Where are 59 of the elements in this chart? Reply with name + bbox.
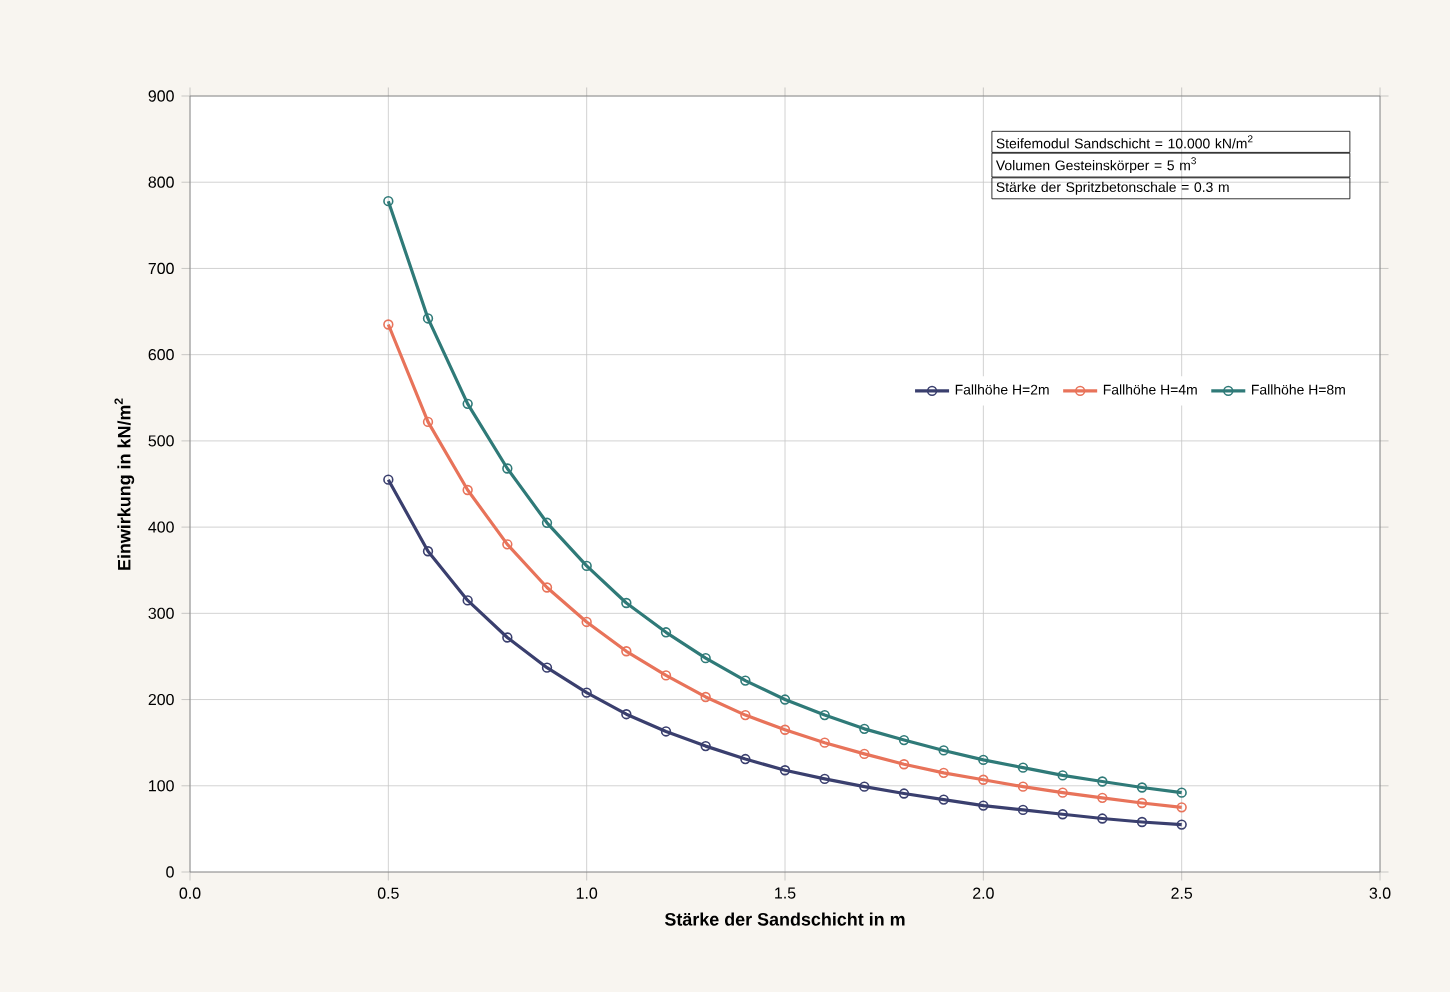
point — [1017, 762, 1029, 773]
point — [1136, 797, 1148, 809]
point — [581, 687, 592, 698]
point — [1017, 781, 1029, 792]
point — [660, 726, 672, 737]
point — [938, 767, 949, 779]
point — [462, 398, 473, 409]
point — [422, 546, 434, 557]
point — [502, 463, 513, 474]
point — [1136, 816, 1148, 828]
point — [1017, 804, 1029, 816]
point — [581, 560, 592, 572]
point — [621, 646, 632, 657]
point — [1057, 770, 1068, 781]
point — [819, 773, 830, 785]
point — [1097, 813, 1108, 824]
point — [978, 754, 989, 766]
point — [462, 595, 473, 606]
point — [462, 484, 473, 496]
point — [1057, 787, 1068, 798]
point — [422, 313, 434, 324]
point — [1097, 792, 1108, 804]
point — [422, 416, 434, 428]
point — [898, 734, 910, 746]
point — [700, 691, 711, 703]
y-axis-title: Einwirkung in kN/m$^{2}$ — [114, 398, 135, 570]
point — [700, 652, 711, 664]
point — [978, 800, 989, 811]
point — [660, 670, 672, 681]
point — [859, 723, 870, 735]
point — [1097, 776, 1108, 787]
point — [938, 745, 949, 756]
point — [779, 765, 791, 776]
point — [621, 709, 632, 720]
point — [859, 781, 870, 792]
x-axis-title: Stärke der Sandschicht in m — [664, 912, 905, 926]
point — [621, 597, 632, 609]
point — [660, 627, 672, 638]
point — [938, 794, 949, 805]
point — [740, 709, 751, 721]
point — [541, 582, 553, 593]
point — [700, 740, 711, 752]
point — [819, 737, 830, 748]
point — [898, 788, 910, 799]
point — [859, 748, 870, 760]
point — [541, 517, 553, 528]
point — [1136, 782, 1148, 793]
point — [898, 759, 910, 770]
point — [541, 662, 553, 673]
point — [740, 753, 751, 765]
point — [581, 616, 592, 628]
point — [819, 709, 830, 721]
point — [779, 694, 791, 705]
point — [502, 539, 513, 550]
point — [1057, 809, 1068, 820]
point — [978, 774, 989, 785]
point — [740, 675, 751, 686]
point — [502, 632, 513, 643]
point — [779, 724, 791, 735]
